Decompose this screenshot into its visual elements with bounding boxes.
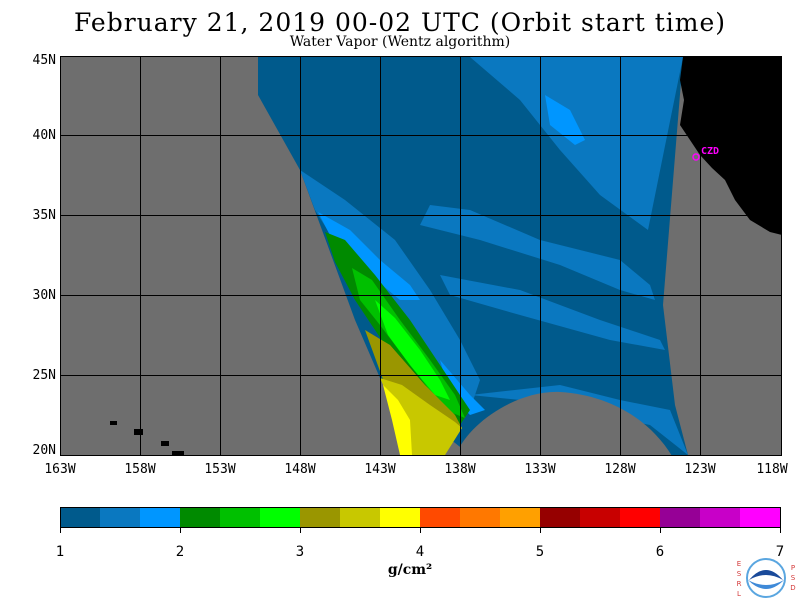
map-subtitle: Water Vapor (Wentz algorithm) [289, 34, 511, 50]
svg-text:L: L [737, 590, 741, 598]
colorbar-segment [460, 508, 501, 527]
lat-label-20n: 20N [32, 443, 56, 458]
colorbar-segment [260, 508, 301, 527]
lat-label-45n: 45N [32, 53, 56, 68]
graticule [60, 56, 782, 456]
lon-label-133w: 133W [524, 462, 556, 477]
lon-label-143w: 143W [364, 462, 396, 477]
svg-text:S: S [737, 570, 742, 578]
colorbar-segment [740, 508, 781, 527]
lat-label-35n: 35N [32, 208, 56, 223]
colorbar-label-6: 6 [655, 544, 665, 560]
lat-label-40n: 40N [32, 128, 56, 143]
colorbar [60, 508, 781, 527]
colorbar-segment [620, 508, 661, 527]
colorbar-segment [380, 508, 421, 527]
station-marker [692, 153, 700, 161]
station-label: CZD [701, 146, 720, 157]
lon-label-128w: 128W [604, 462, 636, 477]
colorbar-segment [340, 508, 381, 527]
swath-medium-band [420, 205, 655, 300]
colorbar-segment [420, 508, 461, 527]
lon-label-153w: 153W [204, 462, 236, 477]
map-frame [60, 56, 782, 456]
colorbar-segment [300, 508, 341, 527]
colorbar-label-3: 3 [295, 544, 305, 560]
swath-olive-band [365, 330, 462, 428]
colorbar-label-1: 1 [55, 544, 65, 560]
colorbar-segment [700, 508, 741, 527]
swath-yellow-olive-band [380, 378, 462, 455]
land-california [680, 57, 782, 235]
svg-text:NOAA: NOAA [756, 576, 776, 583]
colorbar-segment [140, 508, 181, 527]
colorbar-label-4: 4 [415, 544, 425, 560]
swath-light-blue-patch [545, 95, 585, 145]
swath-medium-band [440, 275, 665, 350]
swath-light-blue-patch [318, 212, 420, 300]
colorbar-ticks [60, 527, 781, 533]
lat-label-30n: 30N [32, 288, 56, 303]
svg-text:R: R [737, 580, 742, 588]
lon-label-158w: 158W [124, 462, 156, 477]
colorbar-label-7: 7 [775, 544, 785, 560]
colorbar-segment [60, 508, 101, 527]
lon-label-148w: 148W [284, 462, 316, 477]
land-hawaiian-islands [110, 421, 184, 456]
colorbar-unit-label: g/cm² [387, 562, 433, 578]
colorbar-segment [660, 508, 701, 527]
lon-label-118w: 118W [756, 462, 788, 477]
noaa-logo-icon: E S R L NOAA P S D [737, 558, 796, 598]
colorbar-label-5: 5 [535, 544, 545, 560]
svg-text:P: P [791, 564, 795, 572]
colorbar-label-2: 2 [175, 544, 185, 560]
map-no-data-region [455, 391, 672, 456]
swath-light-blue-patch [440, 360, 485, 415]
lon-label-123w: 123W [684, 462, 716, 477]
svg-text:S: S [791, 574, 796, 582]
colorbar-segment [580, 508, 621, 527]
colorbar-segment [100, 508, 141, 527]
colorbar-segment [180, 508, 221, 527]
map-title: February 21, 2019 00-02 UTC (Orbit start… [73, 8, 727, 37]
lon-label-163w: 163W [44, 462, 76, 477]
swath-yellow-band [383, 385, 412, 455]
colorbar-segment [220, 508, 261, 527]
lat-label-25n: 25N [32, 368, 56, 383]
colorbar-segment [500, 508, 541, 527]
lon-label-138w: 138W [444, 462, 476, 477]
svg-text:D: D [790, 584, 795, 592]
svg-text:E: E [737, 560, 741, 568]
colorbar-segment [540, 508, 581, 527]
